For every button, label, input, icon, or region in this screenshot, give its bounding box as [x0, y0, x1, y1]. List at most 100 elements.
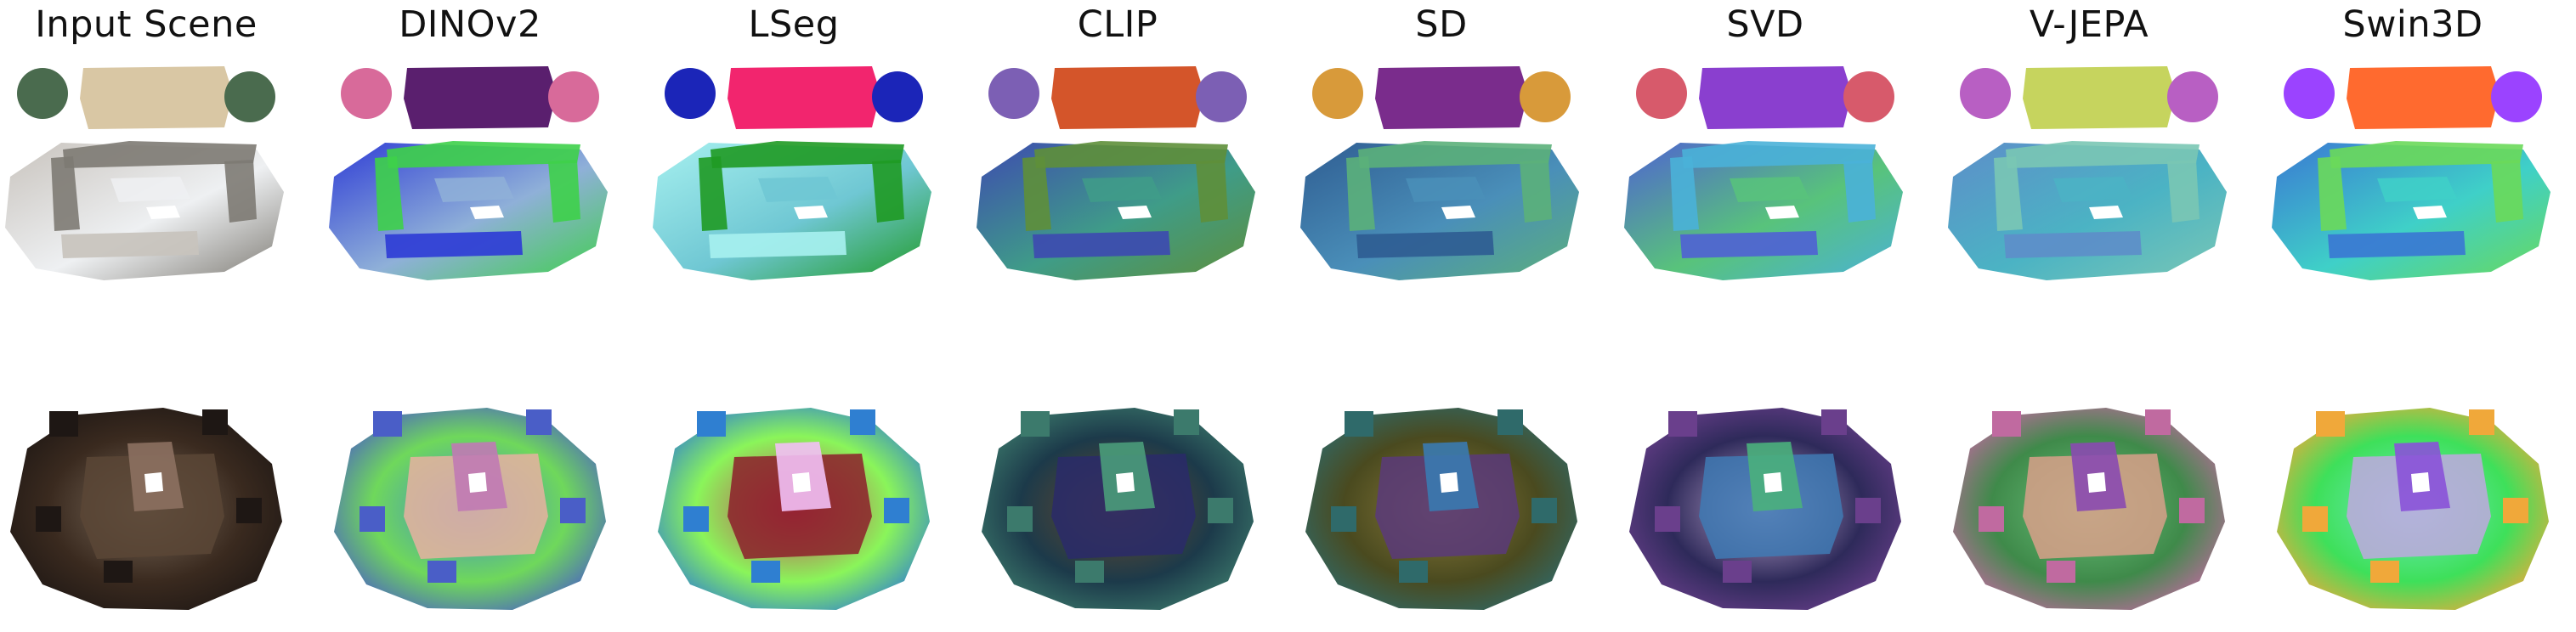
chair-2: [202, 409, 228, 435]
back-wall: [1699, 66, 1852, 129]
floor-hole: [144, 472, 163, 493]
scene-panel: [326, 49, 614, 304]
plant-left: [988, 68, 1039, 119]
column-header: CLIP: [1077, 3, 1158, 46]
chair-3: [2302, 506, 2328, 532]
back-wall: [1051, 66, 1204, 129]
scene-render: [2277, 408, 2549, 610]
scene-panel: [1297, 372, 1586, 627]
scene-panel: [1621, 372, 1910, 627]
chair-2: [526, 409, 552, 435]
sofa-right: [548, 160, 580, 223]
chair-1: [1345, 411, 1373, 437]
back-wall: [80, 66, 233, 129]
scene-render: [5, 66, 284, 280]
column-header: V-JEPA: [2029, 3, 2149, 46]
plant-right: [1843, 71, 1894, 122]
floor-hole: [1764, 472, 1782, 493]
sofa-front: [1680, 231, 1818, 258]
scene-panel: [1945, 372, 2233, 627]
plant-right: [1196, 71, 1247, 122]
scene-panel: [2268, 372, 2557, 627]
scene-render: [658, 408, 930, 610]
sofa-back: [63, 141, 257, 168]
sofa-back: [2006, 141, 2200, 168]
floor-hole: [146, 206, 180, 219]
chair-3: [1007, 506, 1033, 532]
scene-render: [1624, 66, 1903, 280]
scene-render: [1629, 408, 1901, 610]
back-wall: [404, 66, 557, 129]
floor-hole: [792, 472, 811, 493]
floor-hole: [2089, 206, 2123, 219]
chair-5: [2370, 561, 2399, 583]
plant-right: [2491, 71, 2542, 122]
sofa-front: [1033, 231, 1170, 258]
scene-panel: [973, 49, 1262, 304]
sofa-back: [2330, 141, 2523, 168]
sofa-right: [1843, 160, 1876, 223]
sofa-left: [699, 156, 728, 231]
plant-right: [224, 71, 275, 122]
chair-3: [36, 506, 61, 532]
column-header: SD: [1415, 3, 1468, 46]
sofa-front: [709, 231, 846, 258]
chair-3: [1979, 506, 2004, 532]
chair-3: [360, 506, 385, 532]
sofa-front: [61, 231, 199, 258]
plant-right: [548, 71, 599, 122]
chair-4: [1531, 498, 1557, 523]
chair-1: [1021, 411, 1050, 437]
scene-panel: [973, 372, 1262, 627]
floor-hole: [1440, 472, 1458, 493]
floor-hole: [2087, 472, 2106, 493]
scene-render: [2272, 66, 2551, 280]
column-header: LSeg: [748, 3, 840, 46]
plant-left: [17, 68, 68, 119]
scene-render: [334, 408, 606, 610]
chair-1: [1668, 411, 1697, 437]
sofa-front: [2004, 231, 2142, 258]
chair-3: [1655, 506, 1680, 532]
plant-right: [2167, 71, 2218, 122]
sofa-back: [711, 141, 904, 168]
floor-hole: [2413, 206, 2447, 219]
scene-panel: [2, 372, 291, 627]
back-wall: [1375, 66, 1528, 129]
floor-hole: [794, 206, 828, 219]
chair-2: [2469, 409, 2494, 435]
plant-left: [1312, 68, 1363, 119]
plant-left: [341, 68, 392, 119]
floor-hole: [1118, 206, 1152, 219]
plant-right: [1520, 71, 1571, 122]
column-header: DINOv2: [399, 3, 541, 46]
chair-3: [683, 506, 709, 532]
scene-panel: [1621, 49, 1910, 304]
sofa-left: [1022, 156, 1051, 231]
coffee-table: [1406, 177, 1486, 202]
floor-hole: [468, 472, 487, 493]
scene-panel: [2, 49, 291, 304]
floor-hole: [470, 206, 504, 219]
scene-panel: [649, 372, 938, 627]
chair-2: [850, 409, 875, 435]
sofa-back: [1682, 141, 1876, 168]
floor-hole: [1441, 206, 1475, 219]
scene-render: [982, 408, 1254, 610]
chair-4: [2503, 498, 2528, 523]
column-header: Input Scene: [35, 3, 258, 46]
scene-render: [1305, 408, 1577, 610]
column-header: Swin3D: [2342, 3, 2483, 46]
scene-render: [977, 66, 1255, 280]
floor-hole: [1765, 206, 1799, 219]
chair-3: [1331, 506, 1356, 532]
chair-5: [104, 561, 133, 583]
scene-render: [1948, 66, 2227, 280]
sofa-front: [2328, 231, 2466, 258]
chair-2: [1821, 409, 1847, 435]
sofa-front: [385, 231, 523, 258]
chair-1: [697, 411, 726, 437]
sofa-left: [1670, 156, 1699, 231]
sofa-right: [1520, 160, 1552, 223]
